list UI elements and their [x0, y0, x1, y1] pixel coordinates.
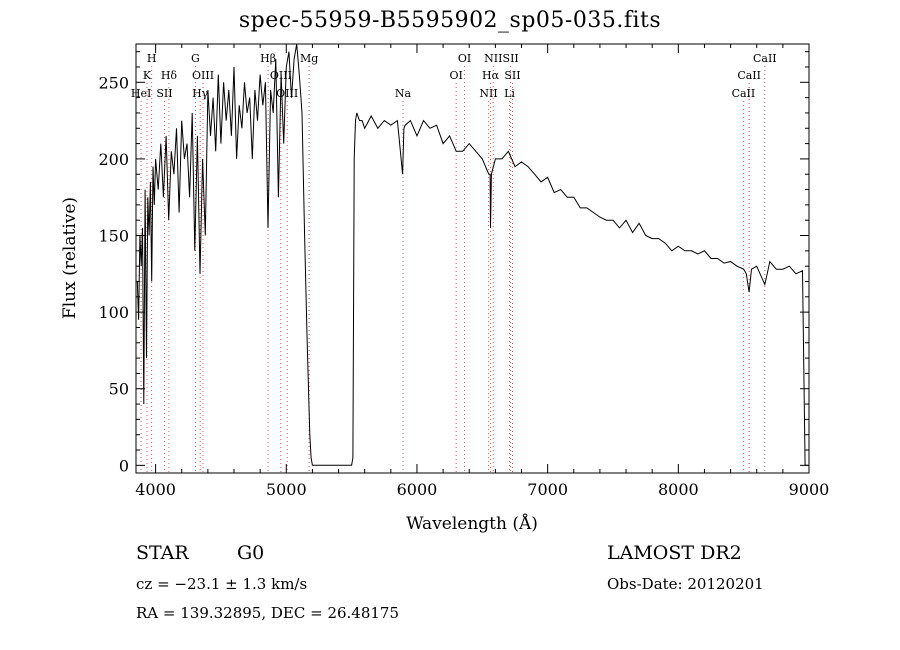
spectral-subclass: G0	[237, 542, 265, 564]
axis-ticks: 4000 5000 6000 7000 8000 9000 0 50 100 150 200 250	[98, 44, 829, 499]
spectrum-series-line	[136, 43, 808, 466]
line-marker-label: Mg	[300, 52, 318, 65]
x-axis-label: Wavelength (Å)	[406, 513, 538, 534]
line-marker-label: G	[191, 52, 200, 65]
survey-name: LAMOST DR2	[607, 542, 742, 564]
plot-frame	[135, 43, 810, 474]
chart-title: spec-55959-B5595902_sp05-035.fits	[238, 8, 662, 33]
x-tick-label: 8000	[658, 480, 699, 499]
line-marker-label: CaII	[737, 69, 761, 82]
y-axis-label: Flux (relative)	[60, 197, 80, 319]
obs-date: Obs-Date: 20120201	[607, 575, 764, 593]
line-marker-label: H	[147, 52, 157, 65]
line-marker-label: Hδ	[161, 69, 178, 82]
line-marker-label: SII	[156, 87, 172, 100]
x-tick-label: 6000	[397, 480, 438, 499]
x-tick-label: 7000	[527, 480, 568, 499]
line-marker-label: CaII	[753, 52, 777, 65]
x-tick-label: 4000	[135, 480, 176, 499]
y-tick-label: 100	[98, 303, 129, 322]
line-marker-label: OIII	[276, 87, 298, 100]
line-marker-label: OI	[449, 69, 462, 82]
y-tick-label: 250	[98, 73, 129, 92]
y-tick-label: 200	[98, 150, 129, 169]
y-tick-label: 50	[109, 380, 129, 399]
y-tick-label: 0	[119, 456, 129, 475]
line-marker-label: NII	[479, 87, 497, 100]
line-marker-label: Hβ	[260, 52, 276, 65]
line-marker-label: Li	[504, 87, 515, 100]
line-marker-label: Hα	[482, 69, 500, 82]
line-marker-label: NII	[484, 52, 502, 65]
line-marker-label: OIII	[192, 69, 214, 82]
redshift-info: cz = −23.1 ± 1.3 km/s	[136, 575, 308, 593]
x-tick-label: 9000	[789, 480, 830, 499]
line-marker-label: Hγ	[192, 87, 209, 100]
line-marker-layer: HKHeIHδSIIGOIIIHγHβOIIIOIIIMgNaOIOINIINI…	[131, 52, 777, 473]
line-marker-label: K	[143, 69, 152, 82]
line-marker-label: OI	[458, 52, 471, 65]
object-class: STAR	[136, 542, 189, 564]
x-tick-label: 5000	[266, 480, 307, 499]
coordinates-info: RA = 139.32895, DEC = 26.48175	[136, 604, 400, 622]
y-tick-label: 150	[98, 227, 129, 246]
line-marker-label: SII	[504, 69, 520, 82]
line-marker-label: CaII	[732, 87, 756, 100]
line-marker-label: HeI	[131, 87, 151, 100]
line-marker-label: Na	[395, 87, 412, 100]
line-marker-label: SII	[503, 52, 519, 65]
